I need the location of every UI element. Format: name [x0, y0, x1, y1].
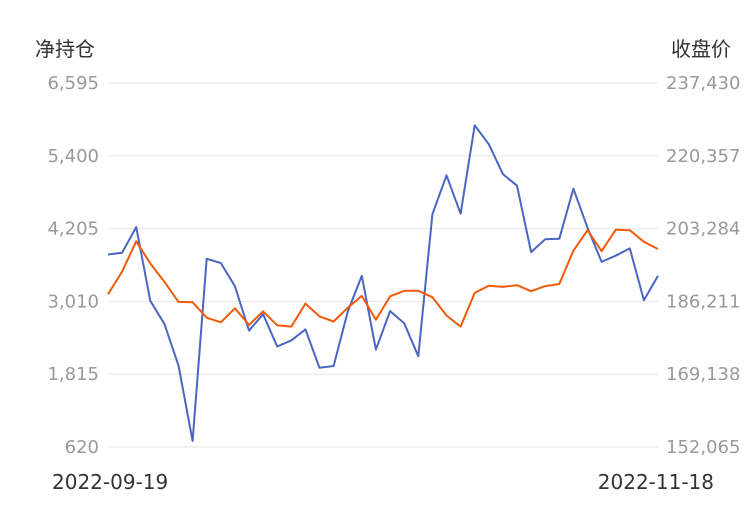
right-tick-label: 186,211 — [666, 291, 740, 312]
left-tick-label: 3,010 — [47, 291, 99, 312]
right-tick-label: 237,430 — [666, 73, 740, 94]
left-tick-label: 620 — [65, 437, 99, 458]
left-tick-label: 4,205 — [47, 219, 99, 240]
right-tick-label: 152,065 — [666, 437, 740, 458]
grid-lines — [108, 82, 658, 448]
left-axis-title: 净持仓 — [35, 37, 95, 61]
right-tick-label: 220,357 — [666, 146, 740, 167]
close-price-series-line — [107, 228, 659, 328]
right-tick-label: 203,284 — [666, 219, 740, 240]
left-tick-label: 6,595 — [47, 73, 99, 94]
right-axis-ticks: 237,430 220,357 203,284 186,211 169,138 152,0… — [666, 73, 740, 458]
series-lines — [107, 124, 659, 442]
x-end-date-label: 2022-11-18 — [598, 470, 714, 494]
left-tick-label: 1,815 — [47, 364, 99, 385]
right-axis-title: 收盘价 — [671, 37, 731, 61]
left-axis-ticks: 6,595 5,400 4,205 3,010 1,815 620 — [47, 73, 99, 458]
left-tick-label: 5,400 — [47, 146, 99, 167]
x-start-date-label: 2022-09-19 — [52, 470, 168, 494]
net-position-series-line — [107, 124, 659, 442]
right-tick-label: 169,138 — [666, 364, 740, 385]
